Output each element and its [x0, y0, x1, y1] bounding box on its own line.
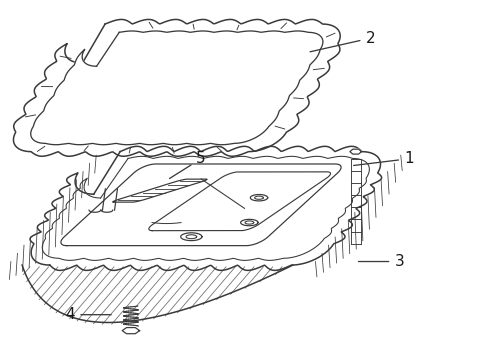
Text: 2: 2	[309, 31, 374, 52]
Polygon shape	[148, 172, 330, 231]
Polygon shape	[113, 179, 206, 202]
Polygon shape	[349, 149, 361, 154]
Text: 4: 4	[65, 307, 111, 322]
Polygon shape	[31, 31, 322, 145]
Polygon shape	[122, 328, 139, 334]
Text: 3: 3	[358, 254, 403, 269]
Polygon shape	[61, 164, 341, 246]
Polygon shape	[30, 146, 381, 270]
Polygon shape	[14, 19, 340, 156]
Text: 1: 1	[353, 151, 413, 166]
Text: 5: 5	[169, 151, 205, 179]
